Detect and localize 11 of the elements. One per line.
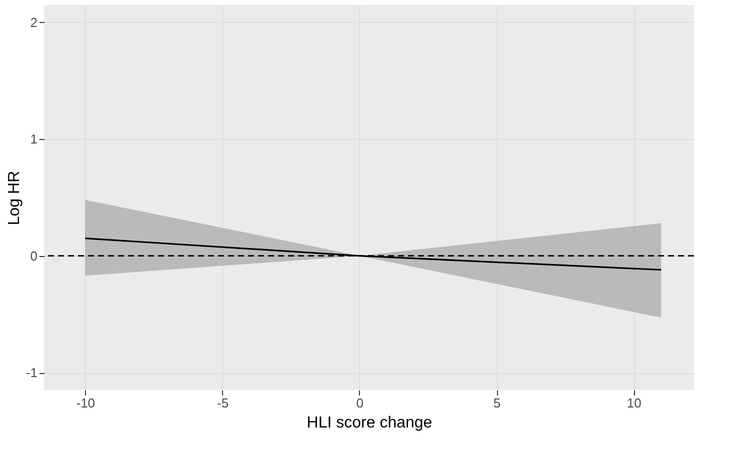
y-tick-label: -1	[26, 365, 38, 380]
x-axis-title: HLI score change	[306, 414, 432, 432]
x-tick-label: 0	[356, 396, 364, 410]
y-tick-label: 0	[30, 248, 38, 264]
x-tick-label: 5	[493, 396, 501, 410]
x-tick-label: -5	[216, 396, 229, 410]
y-axis-title: Log HR	[6, 170, 23, 226]
y-tick-label: 1	[30, 132, 38, 147]
x-tick-label: -10	[76, 396, 96, 410]
y-tick-label: 2	[30, 15, 38, 30]
x-tick-label: 10	[626, 396, 642, 410]
